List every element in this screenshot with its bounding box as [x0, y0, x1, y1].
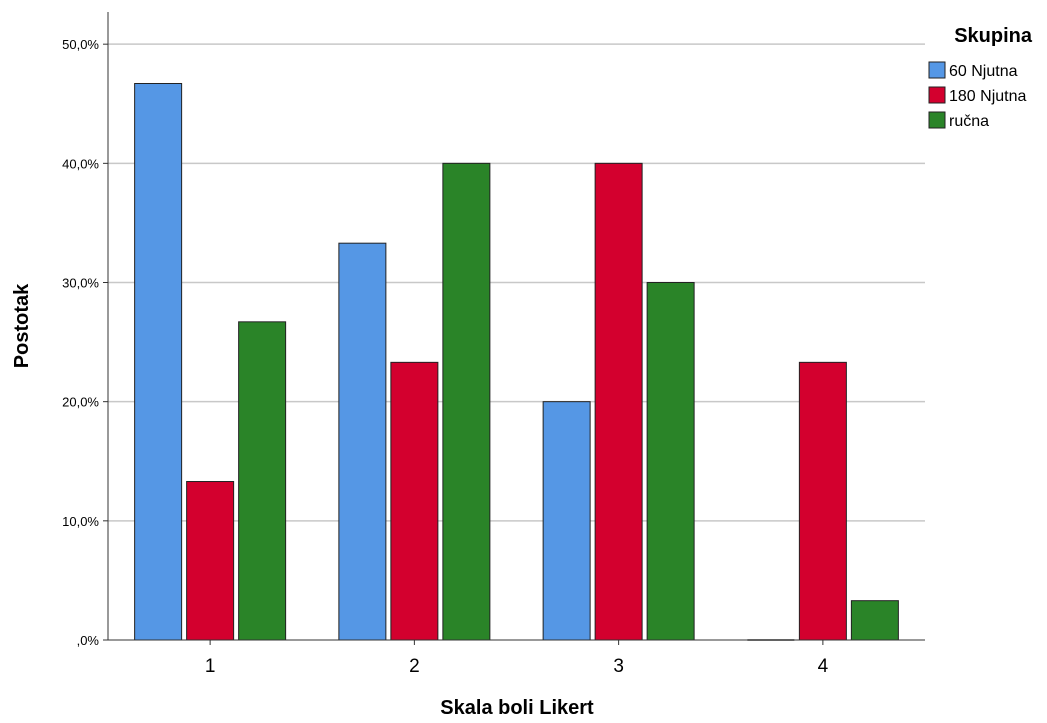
bar [442, 162, 491, 641]
y-tick-label: 30,0% [62, 276, 99, 291]
legend-swatch [928, 86, 946, 104]
x-tick-label: 2 [409, 656, 420, 677]
bars [134, 82, 899, 641]
bar [338, 242, 387, 641]
x-tick-label: 4 [818, 656, 829, 677]
x-tick-label: 1 [205, 656, 216, 677]
x-axis-ticks: 1 2 3 4 [205, 640, 829, 677]
legend-label: 60 Njutna [949, 63, 1018, 80]
legend-label: ručna [949, 113, 989, 130]
bar [186, 481, 235, 641]
legend-swatch [928, 61, 946, 79]
bar [798, 361, 847, 641]
legend-title: Skupina [954, 25, 1033, 47]
y-tick-label: 40,0% [62, 156, 99, 171]
bar [390, 361, 439, 641]
bar [646, 282, 695, 641]
x-axis-title: Skala boli Likert [440, 697, 594, 719]
y-axis-title: Postotak [11, 283, 33, 368]
x-tick-label: 3 [613, 656, 624, 677]
bar [134, 82, 183, 641]
bar [542, 401, 591, 641]
bar [594, 162, 643, 641]
bar [238, 321, 287, 641]
y-tick-label: 50,0% [62, 37, 99, 52]
legend-label: 180 Njutna [949, 88, 1026, 105]
y-axis-ticks: ,0% 10,0% 20,0% 30,0% 40,0% 50,0% [62, 37, 108, 648]
y-tick-label: 10,0% [62, 514, 99, 529]
y-tick-label: ,0% [77, 633, 100, 648]
legend: Skupina 60 Njutna 180 Njutna ručna [928, 25, 1033, 130]
legend-swatch [928, 111, 946, 129]
y-tick-label: 20,0% [62, 395, 99, 410]
bar [850, 600, 899, 641]
